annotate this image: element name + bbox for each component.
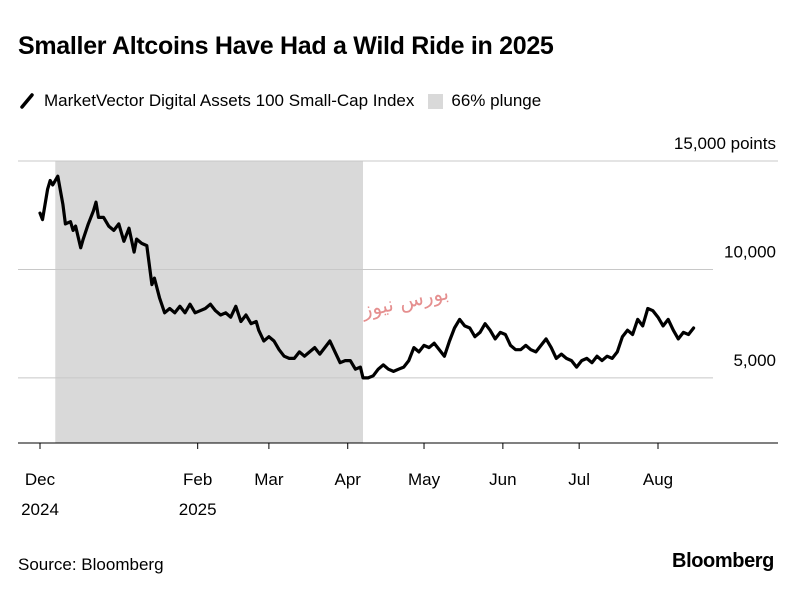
x-tick-label: Feb (183, 470, 212, 489)
x-tick-label: May (408, 470, 441, 489)
line-chart: 15,000 points 10,000 5,000 Dec 2024 Feb 2025 Ma… (18, 134, 778, 519)
watermark-logo: بورس نیوز (359, 280, 451, 322)
x-tick-year-label: 2024 (21, 500, 59, 519)
chart-title: Smaller Altcoins Have Had a Wild Ride in… (18, 32, 554, 60)
x-tick-label: Aug (643, 470, 673, 489)
svg-text:بورس نیوز: بورس نیوز (359, 280, 451, 322)
chart-legend: MarketVector Digital Assets 100 Small-Ca… (18, 90, 541, 112)
y-tick-label: 5,000 (733, 351, 776, 370)
bloomberg-logo: Bloomberg (672, 550, 774, 572)
x-tick-label: Jul (568, 470, 590, 489)
plunge-shaded-region (55, 161, 363, 443)
source-note: Source: Bloomberg (18, 555, 164, 574)
legend-index-label: MarketVector Digital Assets 100 Small-Ca… (44, 91, 415, 110)
x-tick-label: Jun (489, 470, 516, 489)
x-tick-label: Mar (254, 470, 284, 489)
legend-line-icon (20, 93, 34, 109)
series-line (38, 174, 696, 380)
x-tick-year-label: 2025 (179, 500, 217, 519)
legend-shade-swatch (428, 93, 444, 109)
x-tick-label: Apr (334, 470, 361, 489)
legend-plunge-label: 66% plunge (451, 91, 542, 110)
y-tick-label: 10,000 (724, 242, 776, 261)
y-tick-label: 15,000 points (674, 134, 776, 153)
x-tick-label: Dec (25, 470, 56, 489)
